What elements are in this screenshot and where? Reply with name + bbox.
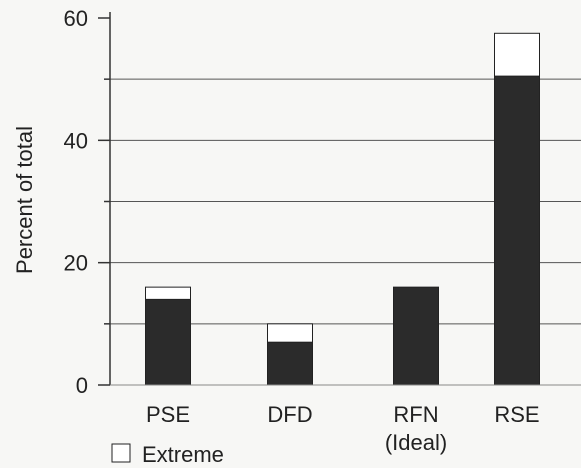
y-tick-label: 20 <box>64 251 88 276</box>
y-axis-title: Percent of total <box>12 126 37 274</box>
bar-segment-extreme <box>145 286 191 300</box>
legend-swatch-extreme <box>111 443 131 463</box>
y-tick-label: 60 <box>64 6 88 31</box>
x-tick-label: PSE <box>146 402 190 427</box>
bar-group <box>145 32 540 386</box>
legend-label-extreme: Extreme <box>142 442 224 467</box>
bar-segment-base <box>494 75 540 386</box>
bar-segment-extreme <box>494 32 540 77</box>
legend: Extreme <box>111 442 224 467</box>
bar-segment-base <box>267 341 313 386</box>
bar-segment-base <box>145 298 191 386</box>
x-tick-label: DFD <box>267 402 312 427</box>
x-tick-label: RFN <box>393 402 438 427</box>
y-tick-label: 0 <box>76 373 88 398</box>
x-tick-label: (Ideal) <box>385 430 447 455</box>
bar-segment-extreme <box>267 323 313 343</box>
y-ticks: 0 20 40 60 <box>64 6 110 398</box>
bar-segment-base <box>393 286 439 386</box>
x-tick-label: RSE <box>494 402 539 427</box>
y-tick-label: 40 <box>64 128 88 153</box>
x-tick-labels: PSE DFD RFN (Ideal) RSE <box>146 402 540 455</box>
